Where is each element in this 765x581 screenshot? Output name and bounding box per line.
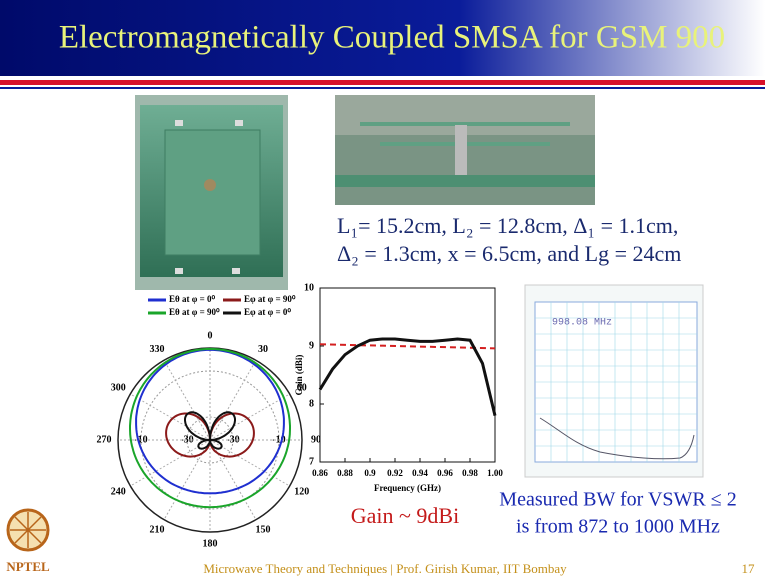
nptel-logo — [8, 510, 48, 550]
x-tick-label: 0.92 — [387, 468, 403, 478]
x-tick-label: 0.9 — [364, 468, 376, 478]
vna-marker: 998.08 MHz — [552, 318, 612, 329]
legend-label: Eθ at φ = 90⁰ — [169, 307, 220, 317]
gain-chart: 0.86 0.88 0.9 0.92 0.94 0.96 0.98 1.00 7 8 9 10 Freq… — [294, 282, 503, 493]
x-axis-label: Frequency (GHz) — [374, 483, 441, 493]
radial-tick-label: -30 — [226, 434, 239, 445]
angle-label: 210 — [150, 524, 165, 535]
rule-red — [0, 80, 765, 85]
title: Electromagnetically Coupled SMSA for GSM… — [59, 20, 725, 56]
footer-text: Microwave Theory and Techniques | Prof. … — [203, 561, 567, 576]
x-tick-label: 0.94 — [412, 468, 428, 478]
parameters-line: L₁= 15.2cm, L₂ = 12.8cm, Δ₁ = 1.1cm, — [337, 213, 678, 238]
x-tick-label: 1.00 — [487, 468, 503, 478]
angle-label: 330 — [150, 344, 165, 355]
slide: Electromagnetically Coupled SMSA for GSM… — [0, 0, 765, 581]
angle-label: 270 — [97, 434, 112, 445]
radial-tick-label: -30 — [180, 434, 193, 445]
vswr-caption: is from 872 to 1000 MHz — [516, 516, 720, 538]
angle-label: 30 — [258, 344, 268, 355]
y-tick-label: 8 — [309, 398, 314, 409]
photo-side-view — [335, 95, 595, 205]
legend-label: Eθ at φ = 0⁰ — [169, 294, 215, 304]
angle-label: 300 — [111, 382, 126, 393]
rule-blue — [0, 87, 765, 89]
x-tick-label: 0.98 — [462, 468, 478, 478]
vswr-caption: Measured BW for VSWR ≤ 2 — [499, 489, 736, 511]
angle-label: 120 — [294, 486, 309, 497]
page-number: 17 — [742, 561, 756, 576]
parameters-line: Δ₂ = 1.3cm, x = 6.5cm, and Lg = 24cm — [337, 241, 681, 266]
x-tick-label: 0.96 — [437, 468, 453, 478]
x-tick-label: 0.86 — [312, 468, 328, 478]
angle-label: 240 — [111, 486, 126, 497]
legend-label: Eφ at φ = 90⁰ — [244, 294, 296, 304]
plot-frame — [320, 288, 495, 462]
angle-label: 180 — [203, 538, 218, 549]
y-axis-label: Gain (dBi) — [294, 355, 304, 396]
angle-label: 0 — [208, 330, 213, 341]
x-tick-label: 0.88 — [337, 468, 353, 478]
gain-caption: Gain ~ 9dBi — [351, 503, 459, 528]
logo-text: NPTEL — [6, 559, 50, 574]
photo-top-view — [135, 95, 288, 290]
y-tick-label: 10 — [304, 282, 314, 293]
y-tick-label: 7 — [309, 456, 314, 467]
polar-plot: Eθ at φ = 0⁰ Eφ at φ = 90⁰ Eθ at φ = 90⁰ Eφ… — [97, 294, 322, 549]
legend-label: Eφ at φ = 0⁰ — [244, 307, 291, 317]
vna-screenshot — [525, 285, 703, 477]
angle-label: 150 — [256, 524, 271, 535]
y-tick-label: 9 — [309, 340, 314, 351]
pattern-curve — [130, 349, 290, 507]
